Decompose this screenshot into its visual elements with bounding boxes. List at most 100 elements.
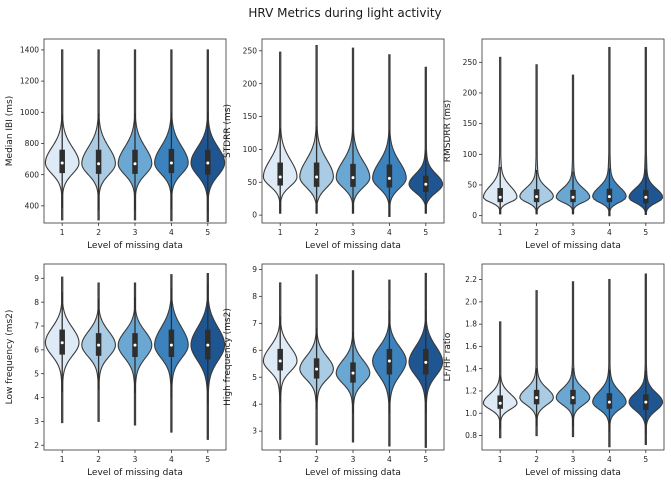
xtick-label: 4 xyxy=(607,228,612,237)
ytick-label: 1.6 xyxy=(465,342,477,351)
xtick-label: 3 xyxy=(133,455,138,464)
xtick-label: 3 xyxy=(571,228,576,237)
ytick-label: 0.8 xyxy=(465,431,477,440)
xtick-label: 1 xyxy=(60,455,65,464)
ytick-label: 5 xyxy=(252,373,257,382)
ytick-label: 0 xyxy=(472,211,477,220)
ytick-label: 1000 xyxy=(20,108,39,117)
xtick-label: 5 xyxy=(643,455,648,464)
median-dot-5 xyxy=(644,195,648,199)
y-axis-label: High frequency (ms2) xyxy=(223,308,233,406)
median-dot-3 xyxy=(133,343,137,347)
xtick-label: 1 xyxy=(498,455,503,464)
iqr-box-2 xyxy=(313,162,320,187)
xtick-label: 5 xyxy=(205,228,210,237)
ytick-label: 250 xyxy=(463,58,478,67)
median-dot-4 xyxy=(607,400,611,404)
ytick-label: 3 xyxy=(34,417,39,426)
violin-2 xyxy=(519,290,554,437)
median-dot-4 xyxy=(607,195,611,199)
median-dot-3 xyxy=(571,396,575,400)
panel-5: 3 4 5 6 7 8 9 1 2 3 4 5 Level of missing data High fr… xyxy=(223,263,445,478)
ytick-label: 9 xyxy=(252,265,257,274)
median-dot-3 xyxy=(133,162,137,166)
panel-4: 2 3 4 5 6 7 8 9 1 2 3 4 5 Level of missing data Low fr… xyxy=(5,263,227,478)
median-dot-2 xyxy=(315,175,319,179)
median-dot-4 xyxy=(387,176,391,180)
panel-1: 400 600 800 1000 1200 1400 1 2 3 4 5 Level of missi… xyxy=(5,38,227,251)
ytick-label: 1.2 xyxy=(465,387,477,396)
ytick-label: 50 xyxy=(467,181,477,190)
ytick-label: 100 xyxy=(463,150,478,159)
panel-2: 0 50 100 150 200 250 1 2 3 4 5 Level of missing dat… xyxy=(223,38,445,251)
ytick-label: 1400 xyxy=(20,46,39,55)
ytick-label: 0 xyxy=(252,211,257,220)
xtick-label: 1 xyxy=(278,455,283,464)
xtick-label: 1 xyxy=(60,228,65,237)
median-dot-2 xyxy=(315,367,319,371)
ytick-label: 6 xyxy=(252,346,257,355)
xtick-label: 1 xyxy=(498,228,503,237)
x-axis-label: Level of missing data xyxy=(305,241,401,251)
iqr-box-4 xyxy=(386,164,393,188)
violin-4 xyxy=(592,279,627,448)
y-axis-label: Median IBI (ms) xyxy=(5,96,15,166)
xtick-label: 5 xyxy=(643,228,648,237)
violin-4 xyxy=(592,47,627,217)
xtick-label: 4 xyxy=(169,455,174,464)
panel-3: 0 50 100 150 200 250 1 2 3 4 5 Level of missing dat… xyxy=(443,38,665,251)
violin-1 xyxy=(482,56,518,215)
iqr-box-3 xyxy=(132,149,138,174)
median-dot-1 xyxy=(498,401,502,405)
y-axis-label: LF/HF ratio xyxy=(443,332,453,381)
panel-6: 0.8 1.0 1.2 1.4 1.6 1.8 2.0 2.2 1 2 3 4 5 Level of mi… xyxy=(443,263,665,478)
median-dot-2 xyxy=(535,195,539,199)
iqr-box-2 xyxy=(95,149,102,174)
median-dot-5 xyxy=(644,400,648,404)
median-dot-2 xyxy=(535,396,539,400)
xtick-label: 2 xyxy=(534,228,539,237)
median-dot-1 xyxy=(278,359,282,363)
x-axis-label: Level of missing data xyxy=(525,241,621,251)
xtick-label: 1 xyxy=(278,228,283,237)
xtick-label: 2 xyxy=(314,455,319,464)
x-axis-label: Level of missing data xyxy=(305,468,401,478)
median-dot-3 xyxy=(351,176,355,180)
y-axis-label: Low frequency (ms2) xyxy=(5,310,15,405)
violin-5 xyxy=(408,66,444,214)
xtick-label: 2 xyxy=(96,455,101,464)
xtick-label: 5 xyxy=(205,455,210,464)
median-dot-2 xyxy=(97,162,101,166)
median-dot-3 xyxy=(571,195,575,199)
ytick-label: 250 xyxy=(243,46,258,55)
ytick-label: 1.0 xyxy=(465,409,477,418)
ytick-label: 6 xyxy=(34,345,39,354)
ytick-label: 150 xyxy=(463,119,478,128)
ytick-label: 2 xyxy=(34,441,39,450)
xtick-label: 3 xyxy=(351,228,356,237)
ytick-label: 50 xyxy=(247,178,257,187)
violin-3 xyxy=(555,74,591,215)
xtick-label: 2 xyxy=(96,228,101,237)
iqr-box-4 xyxy=(168,329,175,357)
median-dot-5 xyxy=(206,161,210,165)
ytick-label: 1.8 xyxy=(465,320,477,329)
median-dot-1 xyxy=(498,195,502,199)
median-dot-2 xyxy=(97,343,101,347)
median-dot-1 xyxy=(60,161,64,165)
ytick-label: 400 xyxy=(25,201,40,210)
ytick-label: 3 xyxy=(252,427,257,436)
violin-5 xyxy=(628,47,664,215)
ytick-label: 1.4 xyxy=(465,364,477,373)
ytick-label: 5 xyxy=(34,369,39,378)
iqr-box-1 xyxy=(59,149,65,174)
xtick-label: 3 xyxy=(133,228,138,237)
median-dot-5 xyxy=(424,182,428,186)
xtick-label: 3 xyxy=(571,455,576,464)
figure-title: HRV Metrics during light activity xyxy=(248,6,441,20)
x-axis-label: Level of missing data xyxy=(525,468,621,478)
xtick-label: 2 xyxy=(534,455,539,464)
xtick-label: 5 xyxy=(423,228,428,237)
